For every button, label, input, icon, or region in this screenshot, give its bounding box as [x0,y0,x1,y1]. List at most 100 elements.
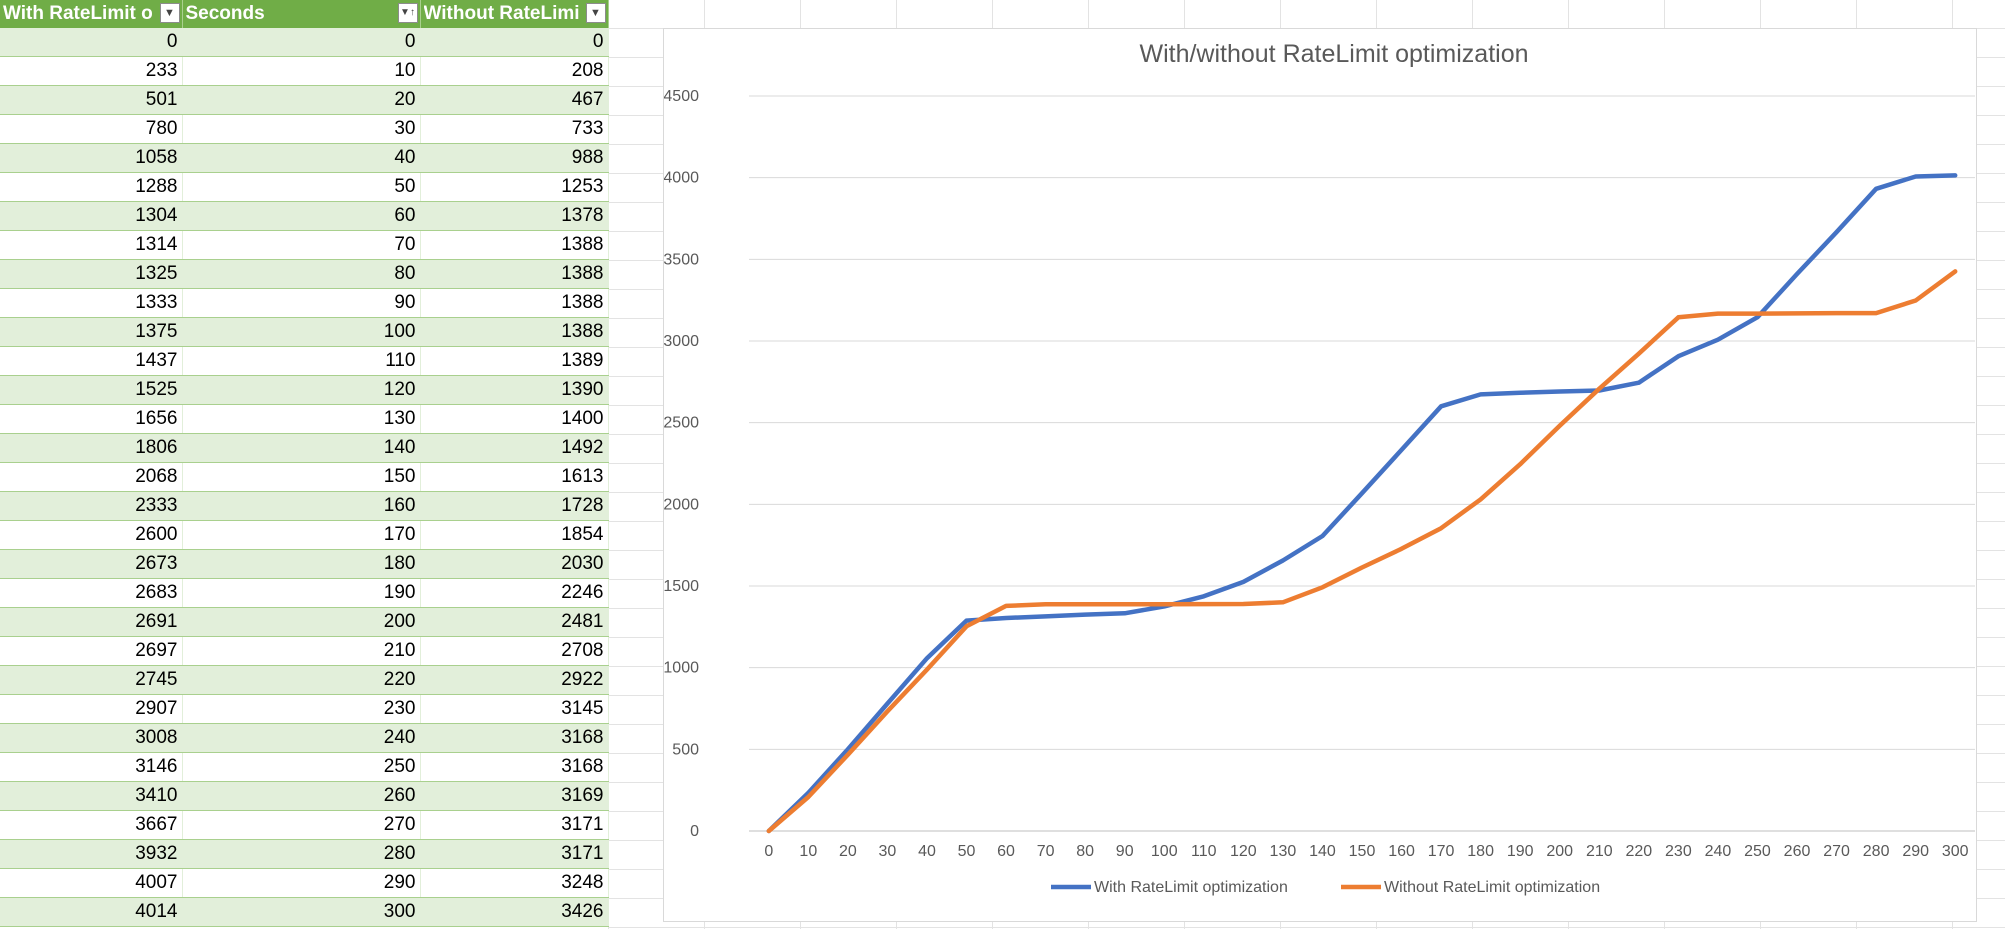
table-cell[interactable]: 70 [182,230,421,260]
table-cell[interactable]: 1656 [0,404,183,434]
table-cell[interactable]: 1388 [420,230,609,260]
table-cell[interactable]: 160 [182,491,421,521]
table-cell[interactable]: 210 [182,636,421,666]
table-cell[interactable]: 280 [182,839,421,869]
table-cell[interactable]: 1333 [0,288,183,318]
table-cell[interactable]: 140 [182,433,421,463]
sort-ascending-filter-icon[interactable]: ▼↑ [397,3,418,23]
table-cell[interactable]: 1388 [420,317,609,347]
table-cell[interactable]: 220 [182,665,421,695]
table-cell[interactable]: 3145 [420,694,609,724]
table-cell[interactable]: 20 [182,85,421,115]
table-cell[interactable]: 260 [182,781,421,811]
table-cell[interactable]: 0 [0,28,183,57]
table-cell[interactable]: 10 [182,56,421,86]
table-cell[interactable]: 1325 [0,259,183,289]
table-cell[interactable]: 1288 [0,172,183,202]
table-cell[interactable]: 240 [182,723,421,753]
table-cell[interactable]: 1390 [420,375,609,405]
column-header-seconds[interactable]: Seconds ▼↑ [182,0,421,28]
table-cell[interactable]: 1375 [0,317,183,347]
table-cell[interactable]: 180 [182,549,421,579]
column-header-without-ratelimit[interactable]: Without RateLimi ▼ [420,0,609,28]
table-cell[interactable]: 30 [182,114,421,144]
table-cell[interactable]: 3248 [420,868,609,898]
table-cell[interactable]: 0 [420,28,609,57]
table-cell[interactable]: 2333 [0,491,183,521]
table-cell[interactable]: 3171 [420,810,609,840]
table-cell[interactable]: 3169 [420,781,609,811]
table-cell[interactable]: 230 [182,694,421,724]
table-cell[interactable]: 290 [182,868,421,898]
filter-dropdown-icon[interactable]: ▼ [585,3,606,23]
table-cell[interactable]: 1437 [0,346,183,376]
table-cell[interactable]: 2068 [0,462,183,492]
table-cell[interactable]: 467 [420,85,609,115]
table-cell[interactable]: 3410 [0,781,183,811]
table-cell[interactable]: 1389 [420,346,609,376]
table-cell[interactable]: 120 [182,375,421,405]
table-cell[interactable]: 501 [0,85,183,115]
table-cell[interactable]: 3008 [0,723,183,753]
table-cell[interactable]: 1388 [420,288,609,318]
table-cell[interactable]: 2683 [0,578,183,608]
table-cell[interactable]: 2697 [0,636,183,666]
table-cell[interactable]: 2030 [420,549,609,579]
table-cell[interactable]: 270 [182,810,421,840]
table-cell[interactable]: 733 [420,114,609,144]
table-cell[interactable]: 2246 [420,578,609,608]
table-cell[interactable]: 0 [182,28,421,57]
table-cell[interactable]: 1253 [420,172,609,202]
table-cell[interactable]: 2481 [420,607,609,637]
series-line-with-ratelimit[interactable] [766,173,1958,834]
table-cell[interactable]: 3171 [420,839,609,869]
table-cell[interactable]: 1058 [0,143,183,173]
table-cell[interactable]: 208 [420,56,609,86]
table-cell[interactable]: 233 [0,56,183,86]
table-cell[interactable]: 1806 [0,433,183,463]
table-cell[interactable]: 90 [182,288,421,318]
table-cell[interactable]: 1525 [0,375,183,405]
table-cell[interactable]: 130 [182,404,421,434]
table-cell[interactable]: 250 [182,752,421,782]
table-cell[interactable]: 3168 [420,752,609,782]
table-cell[interactable]: 3667 [0,810,183,840]
table-cell[interactable]: 2708 [420,636,609,666]
table-cell[interactable]: 150 [182,462,421,492]
table-cell[interactable]: 3932 [0,839,183,869]
table-cell[interactable]: 2907 [0,694,183,724]
table-cell[interactable]: 2922 [420,665,609,695]
chart-title[interactable]: With/without RateLimit optimization [1139,40,1528,68]
line-chart[interactable]: With/without RateLimit optimization 0 500… [663,28,1977,922]
table-cell[interactable]: 4007 [0,868,183,898]
table-cell[interactable]: 1304 [0,201,183,231]
table-cell[interactable]: 1378 [420,201,609,231]
table-cell[interactable]: 4014 [0,897,183,927]
table-cell[interactable]: 2745 [0,665,183,695]
table-cell[interactable]: 3168 [420,723,609,753]
table-cell[interactable]: 1728 [420,491,609,521]
table-cell[interactable]: 110 [182,346,421,376]
column-header-with-ratelimit[interactable]: With RateLimit o ▼ [0,0,183,28]
filter-dropdown-icon[interactable]: ▼ [159,3,180,23]
legend[interactable]: With RateLimit optimization Without RateL… [1051,879,1600,896]
table-cell[interactable]: 50 [182,172,421,202]
series-line-without-ratelimit[interactable] [766,269,1958,834]
table-cell[interactable]: 3426 [420,897,609,927]
table-cell[interactable]: 1613 [420,462,609,492]
table-cell[interactable]: 2600 [0,520,183,550]
table-cell[interactable]: 780 [0,114,183,144]
table-cell[interactable]: 170 [182,520,421,550]
table-cell[interactable]: 1400 [420,404,609,434]
table-cell[interactable]: 2691 [0,607,183,637]
table-cell[interactable]: 1854 [420,520,609,550]
table-cell[interactable]: 3146 [0,752,183,782]
table-cell[interactable]: 200 [182,607,421,637]
table-cell[interactable]: 988 [420,143,609,173]
table-cell[interactable]: 2673 [0,549,183,579]
table-cell[interactable]: 1388 [420,259,609,289]
table-cell[interactable]: 40 [182,143,421,173]
table-cell[interactable]: 60 [182,201,421,231]
table-cell[interactable]: 100 [182,317,421,347]
table-cell[interactable]: 300 [182,897,421,927]
